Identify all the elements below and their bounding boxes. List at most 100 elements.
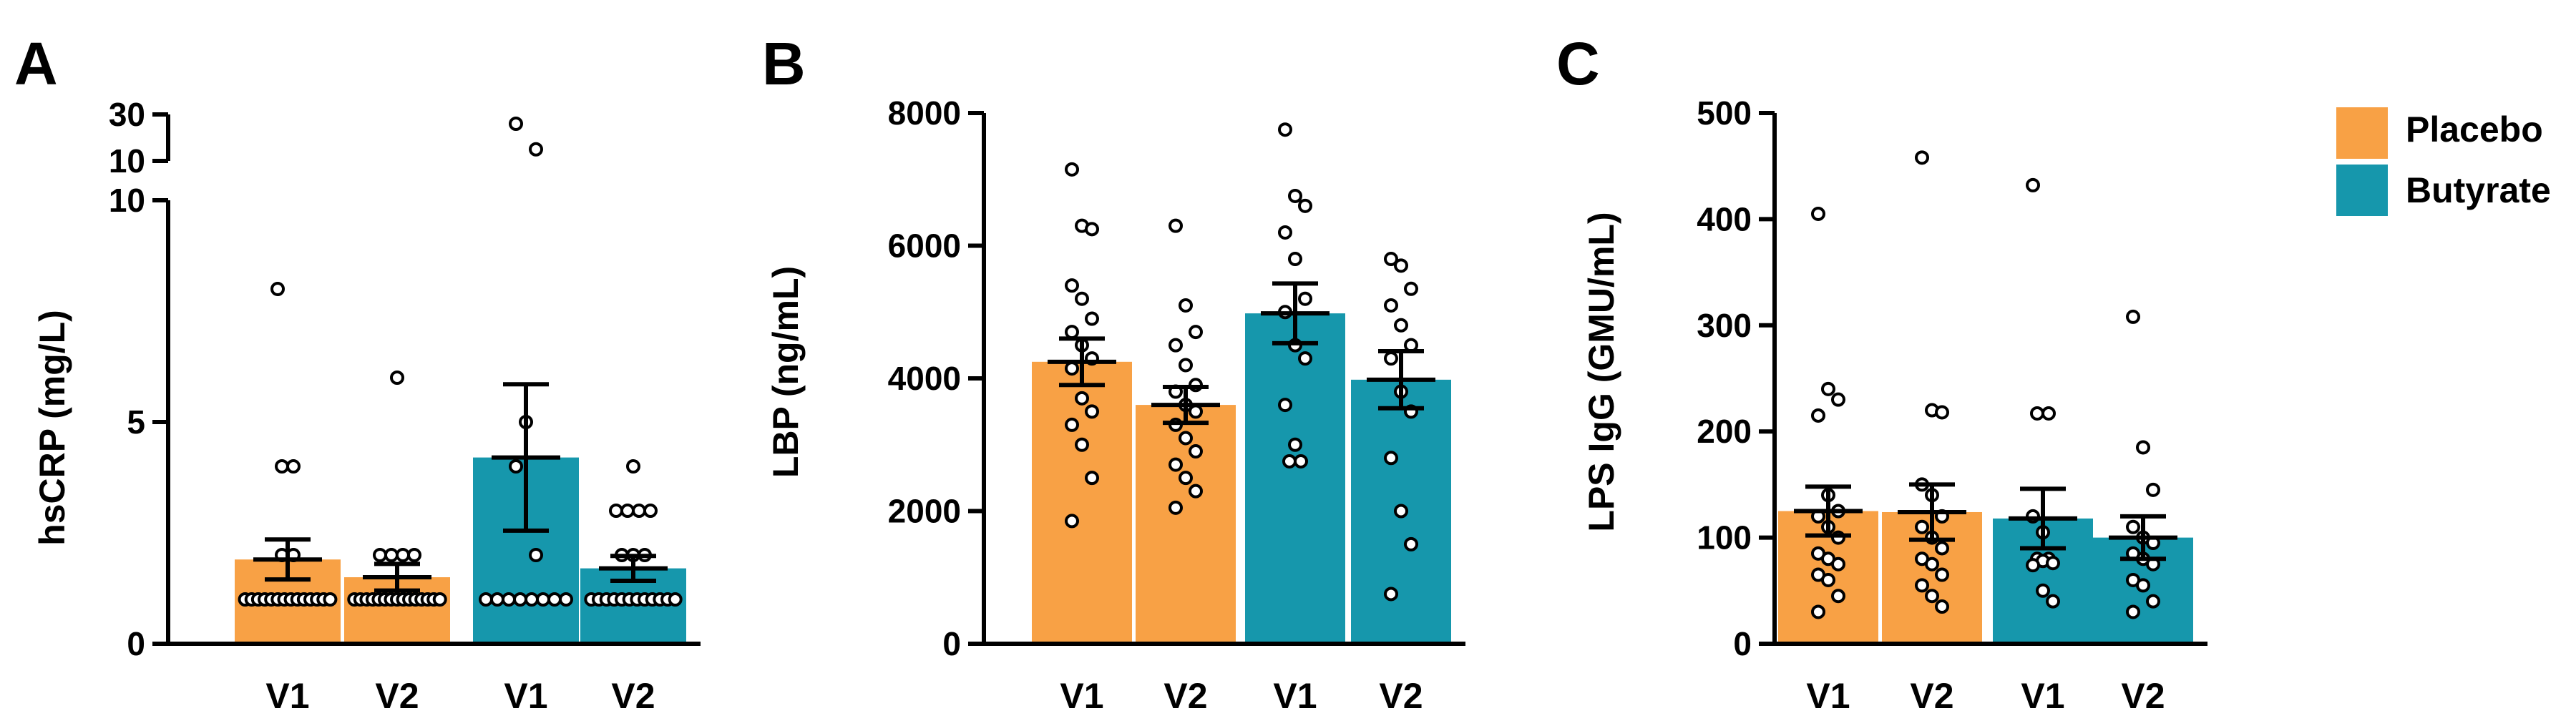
y-tick-label-upper-a-1: 30 — [109, 96, 145, 133]
data-point-a-2 — [432, 592, 447, 607]
data-point-b-1 — [1075, 437, 1089, 452]
data-point-a-3 — [502, 592, 516, 607]
x-tick-label-b-4: V2 — [1379, 676, 1423, 716]
data-point-b-1 — [1065, 278, 1079, 293]
x-tick-label-c-2: V2 — [1910, 676, 1953, 716]
data-point-c-1 — [1821, 572, 1835, 587]
y-tick-label-b-1: 2000 — [888, 493, 961, 530]
data-point-a-4 — [626, 459, 640, 474]
y-tick-label-c-4: 400 — [1697, 200, 1752, 237]
data-point-a-4 — [668, 592, 683, 607]
data-point-b-1 — [1085, 311, 1099, 326]
data-point-c-3 — [2036, 583, 2050, 598]
data-point-b-1 — [1065, 514, 1079, 529]
data-point-c-3 — [2041, 406, 2056, 421]
data-point-b-1 — [1075, 291, 1089, 306]
data-point-b-2 — [1189, 404, 1203, 419]
data-point-a-4 — [609, 504, 623, 518]
data-point-b-1 — [1085, 404, 1099, 419]
y-tick-label-upper-a-0: 10 — [109, 142, 145, 180]
data-point-b-3 — [1282, 453, 1297, 469]
x-tick-label-a-1: V1 — [265, 676, 309, 716]
data-point-c-2 — [1935, 599, 1949, 614]
x-tick-label-a-2: V2 — [375, 676, 419, 716]
y-tick-label-b-2: 4000 — [888, 360, 961, 397]
data-point-c-4 — [2126, 604, 2140, 619]
data-point-b-4 — [1404, 536, 1418, 551]
data-point-b-3 — [1278, 398, 1292, 413]
data-point-b-3 — [1288, 437, 1302, 452]
data-point-a-4 — [632, 504, 646, 518]
data-point-a-2 — [373, 548, 387, 562]
panel-letter-b: B — [762, 30, 806, 97]
data-point-a-3 — [529, 142, 543, 157]
data-point-b-2 — [1189, 325, 1203, 340]
y-tick-label-a-2: 10 — [109, 182, 145, 219]
data-point-b-3 — [1298, 198, 1312, 213]
data-point-a-4 — [620, 504, 635, 518]
data-point-c-1 — [1831, 392, 1845, 407]
x-tick-label-b-2: V2 — [1163, 676, 1207, 716]
data-point-c-2 — [1915, 519, 1929, 534]
legend-swatch-butyrate — [2336, 165, 2388, 216]
data-point-b-2 — [1179, 358, 1193, 373]
y-tick-label-c-0: 0 — [1733, 625, 1752, 662]
data-point-c-2 — [1915, 150, 1929, 165]
y-tick-label-b-3: 6000 — [888, 227, 961, 265]
data-point-a-3 — [525, 592, 539, 607]
data-point-b-3 — [1294, 453, 1308, 469]
data-point-b-4 — [1384, 587, 1398, 602]
data-point-c-1 — [1831, 556, 1845, 572]
data-point-a-1 — [275, 459, 289, 474]
data-point-a-1 — [286, 459, 301, 474]
data-point-b-3 — [1288, 252, 1302, 267]
data-point-a-2 — [390, 371, 404, 385]
x-tick-label-b-3: V1 — [1273, 676, 1317, 716]
data-point-c-3 — [2046, 556, 2060, 571]
data-point-b-4 — [1394, 504, 1408, 519]
data-point-c-4 — [2136, 440, 2150, 455]
data-point-c-1 — [1821, 381, 1835, 396]
x-tick-label-a-4: V2 — [611, 676, 655, 716]
y-axis-title-b: LBP (ng/mL) — [766, 266, 806, 478]
data-point-b-4 — [1384, 298, 1398, 313]
y-tick-label-b-4: 8000 — [888, 94, 961, 132]
data-point-b-1 — [1065, 162, 1079, 177]
data-point-b-3 — [1288, 188, 1302, 203]
data-point-b-3 — [1298, 351, 1312, 366]
data-point-c-1 — [1811, 408, 1825, 423]
data-point-c-1 — [1811, 206, 1825, 221]
data-point-a-2 — [407, 548, 421, 562]
data-point-b-1 — [1075, 391, 1089, 406]
data-point-a-3 — [529, 548, 543, 562]
y-tick-label-b-0: 0 — [942, 625, 961, 662]
data-point-a-2 — [384, 548, 399, 562]
data-point-c-1 — [1811, 604, 1825, 619]
data-point-c-2 — [1925, 556, 1939, 572]
legend: Placebo Butyrate — [2336, 107, 2551, 216]
x-tick-label-a-3: V1 — [504, 676, 547, 716]
panel-c: C LPS IgG (GMU/mL) V1 V2 V1 V2 0 100 200 300 400… — [1556, 30, 2207, 716]
data-point-c-4 — [2136, 578, 2150, 593]
data-point-b-1 — [1065, 417, 1079, 432]
data-point-b-1 — [1085, 222, 1099, 237]
data-point-a-3 — [509, 117, 523, 131]
data-point-b-4 — [1384, 451, 1398, 466]
panel-b: B LBP (ng/mL) V1 V2 V1 V2 0 2000 4000 6000 8000 — [762, 30, 1465, 716]
data-point-c-4 — [2146, 594, 2160, 609]
data-point-a-3 — [509, 459, 523, 474]
data-point-a-3 — [513, 592, 527, 607]
y-tick-label-c-5: 500 — [1697, 94, 1752, 132]
data-point-a-1 — [270, 282, 285, 296]
data-point-b-2 — [1179, 471, 1193, 486]
data-point-c-3 — [2026, 177, 2040, 192]
data-point-c-2 — [1925, 589, 1939, 604]
y-tick-label-c-2: 200 — [1697, 413, 1752, 450]
panel-letter-a: A — [14, 30, 58, 97]
data-point-a-3 — [479, 592, 493, 607]
data-point-b-4 — [1394, 318, 1408, 333]
bar-b-1 — [1032, 361, 1132, 644]
legend-swatch-placebo — [2336, 107, 2388, 159]
